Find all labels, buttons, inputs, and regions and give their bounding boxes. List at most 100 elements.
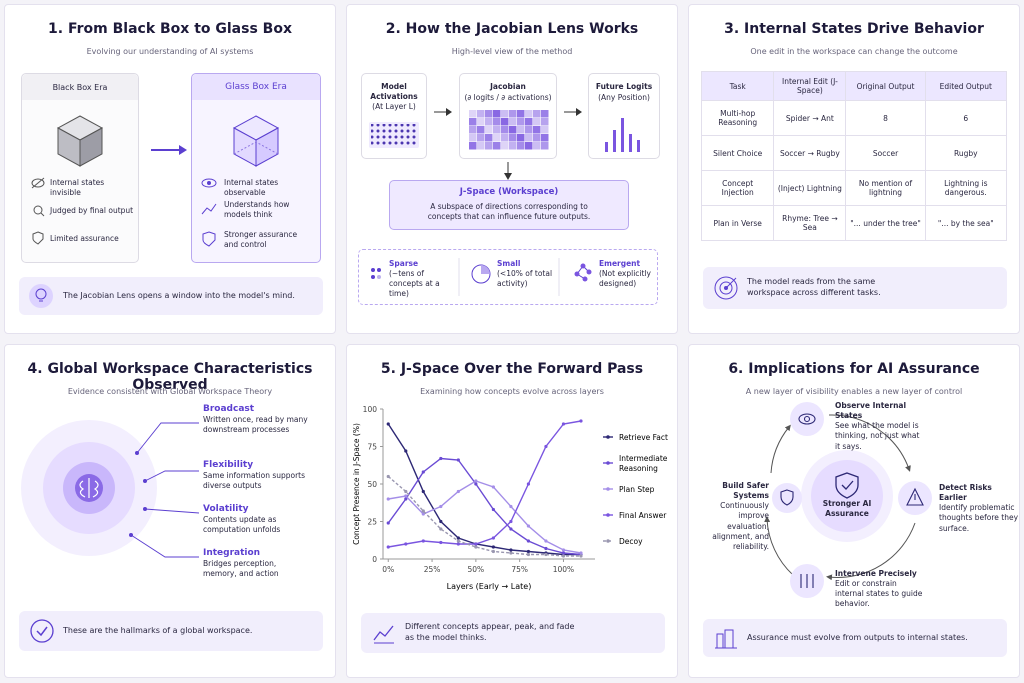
panel-title: 2. How the Jacobian Lens Works: [385, 21, 639, 37]
decoration: [586, 269, 592, 275]
y-tick-label: 50: [367, 480, 377, 489]
heat-cell: [477, 118, 485, 126]
property-icons: [371, 258, 592, 296]
point: [456, 458, 460, 462]
feature-name: Broadcast: [203, 404, 255, 414]
property-detail: (Not explicitly designed): [599, 269, 651, 289]
legend-label: Decoy: [619, 537, 643, 546]
heat-cell: [493, 126, 501, 134]
heat-cell: [469, 126, 477, 134]
heat-cell: [541, 142, 549, 150]
heat-cell: [477, 142, 485, 150]
point: [579, 554, 583, 558]
item: Stronger assurance and control: [224, 230, 298, 250]
point: [439, 456, 443, 461]
step: Detect Risks Earlier Identify problematic…: [939, 483, 1019, 534]
heat-cell: [525, 142, 533, 150]
decoration: [79, 478, 99, 498]
arrow: [434, 108, 452, 116]
decoration: [764, 516, 794, 576]
table-header-cell: Task: [700, 71, 775, 101]
decoration: [637, 140, 640, 152]
decoration: [35, 288, 47, 300]
heat-cell: [509, 110, 517, 118]
y-tick-label: 0: [372, 555, 377, 564]
point: [561, 548, 566, 552]
heat-cell: [509, 118, 517, 126]
item-icons: [201, 178, 217, 247]
point: [561, 554, 566, 558]
point: [526, 552, 531, 557]
decoration: [130, 422, 200, 558]
table-cell: Lightning is dangerous.: [924, 170, 1008, 206]
point: [491, 536, 495, 540]
decoration: [811, 460, 883, 532]
footer-text: These are the hallmarks of a global work…: [63, 625, 253, 635]
heat-cell: [541, 110, 549, 118]
point: [561, 551, 566, 555]
decoration: [574, 263, 592, 282]
heat-cell: [477, 110, 485, 118]
decoration: [202, 231, 216, 247]
property: Sparse (~tens of concepts at a time): [389, 259, 455, 300]
item-icons: [31, 177, 45, 245]
decoration: [373, 625, 394, 641]
table-header-cell: Edited Output: [924, 71, 1008, 101]
heat-cell: [533, 134, 541, 142]
decoration: [826, 522, 916, 581]
heat-cell: [525, 118, 533, 126]
heat-cell: [509, 134, 517, 142]
step-text: Continuously improve evaluation, alignme…: [712, 501, 769, 551]
point: [526, 524, 531, 528]
decoration: [798, 413, 816, 425]
point: [474, 545, 478, 549]
heat-cell: [517, 134, 525, 142]
decoration: [828, 414, 911, 472]
heat-cell: [477, 126, 485, 134]
decoration: [135, 451, 139, 455]
footer: These are the hallmarks of a global work…: [19, 611, 323, 651]
trend-icon: [373, 625, 394, 644]
heat-cell: [525, 110, 533, 118]
heat-cell: [509, 126, 517, 134]
cube-icon: [232, 115, 280, 167]
panel-subtitle: High-level view of the method: [451, 47, 573, 56]
decoration: [780, 413, 924, 588]
decoration: [201, 203, 217, 215]
heat-cell: [501, 110, 509, 118]
decoration: [716, 633, 724, 649]
decoration: [621, 118, 624, 152]
decoration: [201, 178, 217, 188]
y-tick-label: 25: [367, 518, 377, 527]
point: [491, 545, 495, 549]
box-detail: (∂ logits / ∂ activations): [464, 93, 552, 102]
footer: The model reads from the same workspace …: [703, 267, 1007, 309]
decoration: [574, 271, 580, 277]
series-line: [388, 480, 582, 554]
point: [386, 422, 390, 426]
property: Emergent (Not explicitly designed): [599, 259, 655, 289]
point: [456, 536, 460, 540]
logit-bars: [605, 118, 640, 152]
legend-label: Intermediate Reasoning: [619, 454, 668, 473]
point: [509, 548, 513, 552]
decoration: [724, 629, 734, 649]
series-line: [387, 423, 581, 556]
decoration: [144, 470, 199, 482]
point: [509, 519, 513, 524]
decoration: [31, 178, 45, 188]
point: [386, 521, 390, 525]
x-axis-label: Layers (Early → Late): [447, 582, 532, 591]
heat-cell: [485, 142, 493, 150]
table-row: Plan in Verse Rhyme: Tree → Sea "... under…: [700, 205, 1008, 241]
decoration: [772, 483, 802, 513]
point: [386, 474, 390, 479]
method-box: Jacobian (∂ logits / ∂ activations): [459, 73, 557, 159]
decoration: [179, 145, 187, 155]
workspace-box: J-Space (Workspace) A subspace of direct…: [389, 180, 629, 230]
point: [421, 489, 425, 494]
decoration: [79, 127, 103, 167]
legend-swatch: [606, 461, 610, 465]
footer-text: Different concepts appear, peak, and fad…: [405, 622, 575, 642]
decoration: [129, 533, 133, 537]
